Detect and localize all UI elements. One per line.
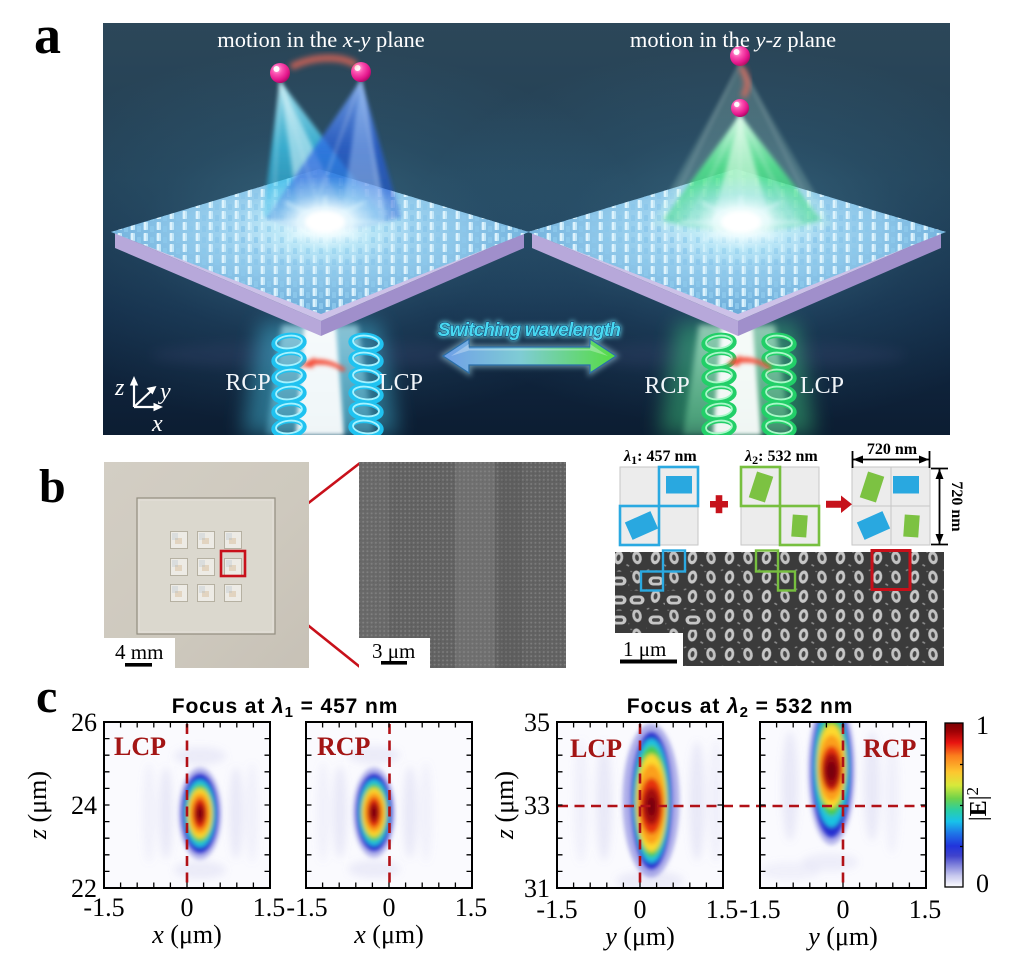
svg-text:24: 24: [71, 791, 97, 820]
svg-text:Focus at λ2 = 532 nm: Focus at λ2 = 532 nm: [627, 695, 854, 721]
svg-text:-1.5: -1.5: [83, 893, 124, 922]
svg-text:26: 26: [71, 708, 97, 737]
svg-text:720 nm: 720 nm: [948, 481, 965, 532]
svg-text:z (μm): z (μm): [490, 771, 519, 840]
svg-text:1.5: 1.5: [706, 895, 739, 924]
svg-text:0: 0: [181, 893, 194, 922]
svg-text:motion in the x-y plane: motion in the x-y plane: [217, 27, 424, 52]
svg-text:31: 31: [524, 874, 550, 903]
svg-text:RCP: RCP: [225, 370, 270, 396]
svg-text:0: 0: [634, 895, 647, 924]
svg-text:4 mm: 4 mm: [115, 640, 163, 664]
svg-text:22: 22: [71, 874, 97, 903]
svg-text:x (μm): x (μm): [353, 920, 424, 949]
svg-text:RCP: RCP: [863, 734, 917, 763]
svg-text:0: 0: [976, 869, 989, 898]
svg-text:λ2: 532 nm: λ2: 532 nm: [744, 448, 818, 467]
svg-text:1.5: 1.5: [455, 893, 488, 922]
svg-text:0: 0: [837, 895, 850, 924]
svg-text:1.5: 1.5: [253, 893, 286, 922]
svg-text:b: b: [39, 460, 66, 513]
svg-text:RCP: RCP: [644, 373, 689, 399]
svg-text:1: 1: [976, 711, 989, 740]
svg-text:LCP: LCP: [570, 734, 622, 763]
svg-text:1 μm: 1 μm: [623, 637, 666, 661]
svg-text:Focus at λ1 = 457 nm: Focus at λ1 = 457 nm: [172, 695, 399, 721]
svg-text:-1.5: -1.5: [286, 893, 327, 922]
svg-text:λ1: 457 nm: λ1: 457 nm: [623, 448, 697, 467]
svg-text:z: z: [114, 375, 125, 401]
svg-text:0: 0: [383, 893, 396, 922]
svg-text:1.5: 1.5: [909, 895, 942, 924]
svg-text:y (μm): y (μm): [602, 922, 675, 951]
svg-text:z (μm): z (μm): [23, 771, 52, 840]
svg-text:-1.5: -1.5: [536, 895, 577, 924]
svg-text:35: 35: [524, 708, 550, 737]
svg-text:x: x: [151, 411, 163, 435]
svg-text:33: 33: [524, 791, 550, 820]
svg-text:|E|2: |E|2: [963, 787, 992, 821]
svg-text:RCP: RCP: [317, 732, 371, 761]
svg-text:x (μm): x (μm): [151, 920, 222, 949]
svg-text:LCP: LCP: [379, 370, 423, 396]
svg-text:LCP: LCP: [114, 732, 166, 761]
svg-text:-1.5: -1.5: [739, 895, 780, 924]
svg-text:y (μm): y (μm): [805, 922, 878, 951]
svg-text:720 nm: 720 nm: [867, 441, 918, 458]
svg-text:y: y: [158, 379, 171, 405]
svg-text:LCP: LCP: [800, 373, 844, 399]
svg-text:c: c: [36, 686, 57, 723]
svg-text:Switching wavelength: Switching wavelength: [438, 320, 621, 341]
svg-text:3 μm: 3 μm: [372, 639, 415, 663]
svg-text:motion in the y-z plane: motion in the y-z plane: [630, 27, 836, 52]
